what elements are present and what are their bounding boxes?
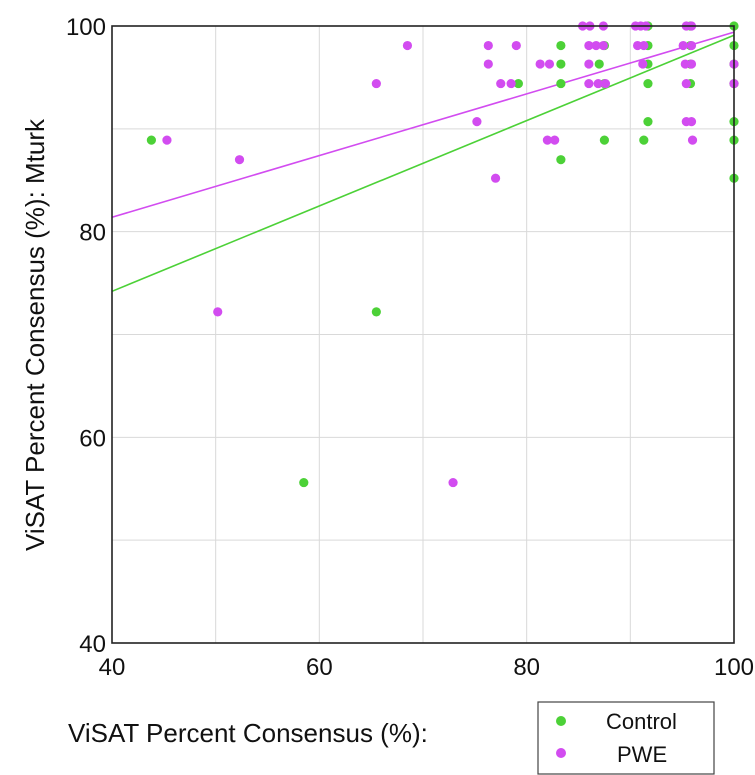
point-pwe [213, 307, 223, 317]
point-pwe [584, 40, 594, 51]
y-tick-label: 100 [66, 14, 106, 41]
point-control [299, 477, 309, 488]
legend-box [537, 701, 715, 775]
x-tick-label: 100 [714, 654, 754, 681]
point-control [371, 307, 381, 317]
y-axis-title: ViSAT Percent Consensus (%): Mturk [20, 118, 50, 551]
tick-labels: 40 60 80 100 40 60 80 100 [66, 14, 754, 681]
point-pwe [600, 78, 611, 89]
point-pwe [472, 117, 482, 127]
point-control [556, 155, 566, 165]
point-control [513, 78, 523, 89]
point-control [556, 78, 566, 89]
point-control [556, 59, 566, 69]
point-pwe [496, 78, 506, 89]
point-pwe [448, 477, 458, 488]
point-pwe [638, 59, 648, 69]
point-pwe [550, 135, 560, 145]
fit-line-pwe [111, 31, 735, 219]
point-pwe [681, 78, 691, 89]
legend-marker-control [556, 716, 566, 726]
grid-lines [112, 26, 734, 643]
y-tick-label: 80 [79, 220, 106, 247]
point-pwe [678, 40, 688, 51]
fit-line-control [111, 34, 735, 293]
point-control [599, 135, 610, 145]
point-pwe [544, 59, 555, 69]
legend-marker-pwe [556, 748, 566, 758]
point-pwe [591, 40, 601, 51]
point-control [146, 135, 156, 145]
point-pwe [234, 155, 245, 165]
point-pwe [598, 40, 608, 51]
point-pwe [371, 78, 381, 89]
point-pwe [686, 40, 697, 51]
y-tick-label: 40 [79, 631, 106, 658]
plot-frame [111, 25, 735, 644]
point-pwe [639, 40, 649, 51]
point-control [594, 59, 604, 69]
point-pwe [506, 78, 516, 89]
point-pwe [535, 59, 545, 69]
point-pwe [483, 40, 493, 51]
x-tick-label: 40 [99, 654, 126, 681]
point-pwe [511, 40, 521, 51]
point-pwe [542, 135, 553, 145]
point-pwe [402, 40, 413, 51]
y-tick-label: 60 [79, 425, 106, 452]
point-pwe [686, 59, 697, 69]
point-pwe [584, 59, 594, 69]
point-pwe [686, 117, 697, 127]
point-pwe [162, 135, 172, 145]
legend-label-control: Control [606, 709, 677, 734]
point-pwe [584, 78, 594, 89]
point-control [556, 40, 566, 51]
point-pwe [483, 59, 493, 69]
legend: Control PWE [537, 701, 715, 775]
x-axis-title: ViSAT Percent Consensus (%): [68, 718, 428, 748]
legend-label-pwe: PWE [617, 742, 667, 767]
point-pwe [593, 78, 603, 89]
point-pwe [687, 135, 698, 145]
fit-lines [111, 31, 735, 293]
point-control [639, 135, 649, 145]
point-pwe [490, 173, 501, 183]
x-tick-label: 80 [513, 654, 540, 681]
point-control [643, 117, 653, 127]
point-control [643, 78, 653, 89]
x-tick-label: 60 [306, 654, 333, 681]
